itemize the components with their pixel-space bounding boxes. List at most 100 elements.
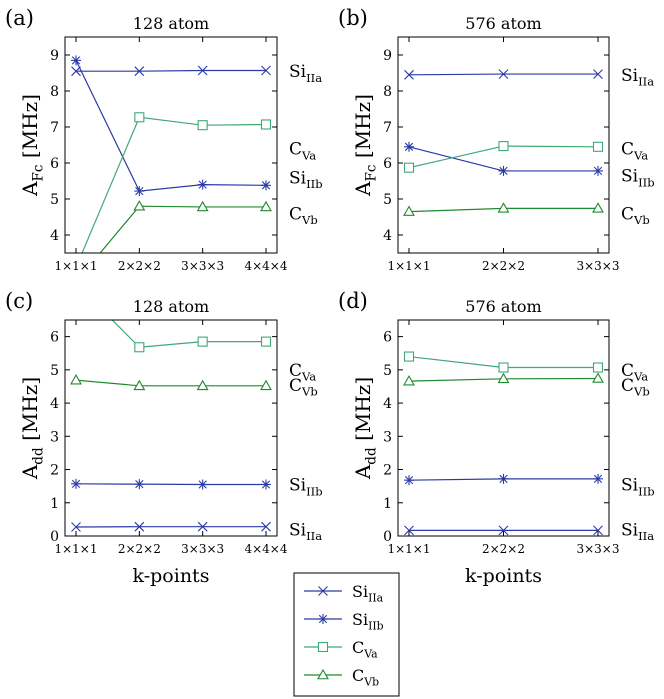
y-tick-label: 1 — [50, 496, 59, 512]
x-tick-label: 1×1×1 — [54, 542, 97, 556]
annotation-cva: CVa — [621, 361, 648, 384]
y-tick-label: 0 — [383, 529, 392, 545]
data-point-marker — [197, 65, 208, 76]
x-tick-label: 1×1×1 — [387, 259, 430, 273]
x-axis-label: k-points — [465, 565, 542, 587]
panel-label: (a) — [5, 6, 34, 30]
legend-label: SiIIa — [352, 582, 384, 604]
x-tick-label: 1×1×1 — [387, 542, 430, 556]
panels: 4 5 6 7 8 9 1×1×1 2×2×2 3×3×3 4×4×4 128 atom (a) AFc… — [5, 6, 655, 587]
y-axis-label-group: Add [MHz] — [351, 377, 380, 480]
annotation-cvb: CVb — [289, 204, 318, 227]
data-point-marker — [197, 120, 208, 131]
data-point-marker — [133, 200, 146, 211]
x-tick-label: 3×3×3 — [576, 259, 619, 273]
x-tick-label: 3×3×3 — [181, 259, 224, 273]
y-tick-label: 4 — [50, 396, 59, 412]
legend-entry: CVb — [304, 666, 379, 688]
legend-entry: CVa — [304, 638, 378, 660]
legend-label: CVa — [352, 638, 378, 660]
data-point-marker — [318, 614, 328, 624]
y-tick-label: 6 — [383, 330, 392, 346]
data-point-marker — [260, 119, 272, 130]
data-point-marker — [498, 165, 509, 176]
panel-label: (c) — [5, 289, 33, 313]
data-point-marker — [498, 141, 509, 152]
annotation-cva: CVa — [621, 140, 648, 163]
data-point-marker — [197, 179, 208, 190]
x-tick-label: 2×2×2 — [482, 259, 525, 273]
annotation-siiib: SiIIb — [289, 168, 323, 191]
y-tick-label: 5 — [383, 192, 392, 208]
data-point-marker — [260, 379, 272, 391]
data-point-marker — [71, 478, 81, 489]
series-group — [403, 351, 604, 536]
annotation-cvb: CVb — [621, 376, 650, 399]
data-point-marker — [593, 525, 603, 536]
legend-entry: SiIIa — [304, 582, 384, 604]
data-point-marker — [133, 379, 146, 391]
y-tick-label: 5 — [50, 363, 59, 379]
data-point-marker — [403, 205, 415, 216]
y-tick-label: 4 — [50, 228, 59, 244]
chart-panel: 4 5 6 7 8 9 1×1×1 2×2×2 3×3×3 576 atom (b) AFc [MHz… — [338, 6, 655, 273]
y-tick-label: 2 — [383, 463, 392, 479]
y-tick-label: 6 — [50, 156, 59, 172]
data-point-marker — [71, 55, 81, 66]
x-tick-label: 3×3×3 — [576, 542, 619, 556]
y-axis-label: Add [MHz] — [351, 377, 380, 480]
data-point-marker — [498, 362, 509, 373]
data-point-marker — [134, 342, 145, 353]
series-group — [71, 55, 272, 253]
data-point-marker — [404, 525, 414, 536]
y-axis-label-group: Add [MHz] — [18, 377, 47, 480]
x-tick-label: 4×4×4 — [244, 542, 287, 556]
data-point-marker — [71, 522, 81, 532]
data-point-marker — [71, 66, 81, 77]
y-axis-label-group: AFc [MHz] — [351, 94, 380, 197]
y-axis-label-group: AFc [MHz] — [18, 94, 47, 197]
data-point-marker — [134, 521, 145, 532]
data-point-marker — [497, 202, 510, 213]
plot-frame — [397, 319, 610, 537]
y-tick-label: 1 — [383, 496, 392, 512]
y-tick-label: 7 — [383, 120, 392, 136]
plot-frame — [64, 36, 278, 254]
data-point-marker — [592, 362, 604, 373]
y-tick-label: 4 — [383, 228, 392, 244]
y-tick-label: 5 — [383, 363, 392, 379]
x-tick-label: 3×3×3 — [181, 542, 224, 556]
y-tick-label: 4 — [383, 396, 392, 412]
series-line-si_iib — [75, 60, 267, 192]
series-line-si_iia — [76, 69, 266, 72]
series-line-c_vb — [99, 205, 266, 253]
annotation-siiia: SiIIa — [621, 520, 654, 543]
data-point-marker — [196, 379, 209, 391]
data-point-marker — [497, 372, 510, 384]
data-point-marker — [404, 69, 414, 80]
data-point-marker — [498, 69, 509, 79]
data-point-marker — [134, 66, 145, 77]
panel-title: 576 atom — [465, 14, 541, 33]
data-point-marker — [318, 586, 328, 596]
y-tick-label: 8 — [50, 84, 59, 100]
y-tick-label: 5 — [50, 192, 59, 208]
chart-panel: 4 5 6 7 8 9 1×1×1 2×2×2 3×3×3 4×4×4 128 atom (a) AFc… — [5, 6, 323, 273]
data-point-marker — [261, 180, 271, 191]
legend-entry: SiIIb — [304, 610, 384, 632]
legend: SiIIa SiIIb CVa CVb — [293, 572, 400, 697]
data-point-marker — [261, 479, 271, 490]
data-point-marker — [592, 141, 604, 152]
data-point-marker — [317, 641, 329, 653]
y-tick-label: 8 — [383, 84, 392, 100]
legend-label: SiIIb — [352, 610, 384, 632]
y-tick-label: 6 — [50, 330, 59, 346]
data-point-marker — [134, 186, 145, 197]
chart-panel: 0 1 2 3 4 5 6 1×1×1 2×2×2 3×3×3 576 atom (d) Add [MH… — [338, 289, 655, 587]
series-line-c_va — [111, 320, 266, 348]
annotation-siiib: SiIIb — [621, 475, 655, 498]
panel-title: 128 atom — [133, 297, 209, 316]
y-tick-label: 7 — [50, 120, 59, 136]
series-line-c_va — [81, 116, 267, 253]
